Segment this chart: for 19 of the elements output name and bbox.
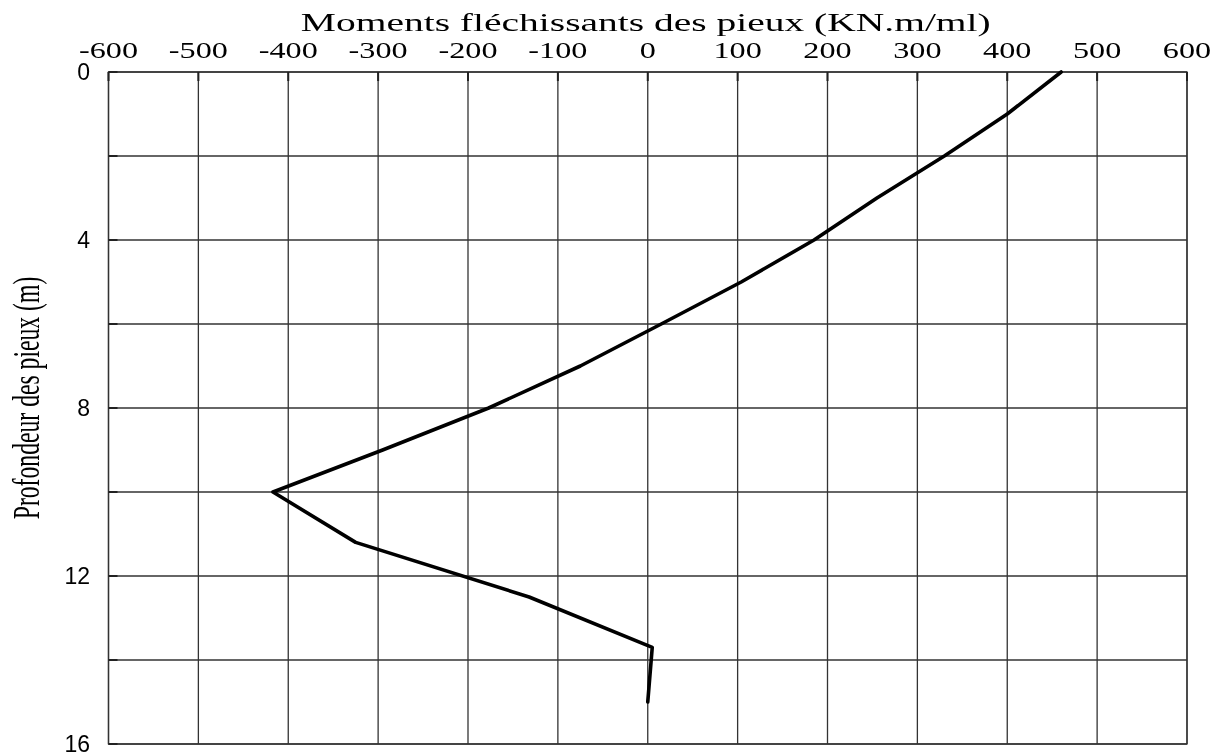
y-tick-label: 4	[77, 227, 91, 254]
y-tick-label: 8	[77, 395, 90, 422]
x-tick-label: 100	[713, 37, 762, 63]
x-tick-label: -300	[348, 37, 408, 63]
x-axis-title: Moments fléchissants des pieux (KN.m/ml)	[300, 9, 991, 38]
x-tick-label: 500	[1072, 37, 1122, 63]
x-tick-label: 200	[803, 37, 852, 63]
x-tick-label: 300	[893, 37, 942, 63]
x-tick-label: -100	[528, 37, 588, 63]
y-tick-label: 16	[64, 731, 90, 752]
y-axis-title: Profondeur des pieux (m)	[5, 276, 48, 520]
x-tick-label: 600	[1162, 37, 1212, 63]
x-tick-label: 0	[639, 37, 656, 63]
x-tick-label: -400	[258, 37, 318, 63]
x-tick-label: -500	[168, 37, 228, 63]
x-tick-label: 400	[983, 37, 1032, 63]
line-series	[271, 70, 1063, 704]
x-tick-label: -200	[438, 37, 498, 63]
y-tick-label: 12	[64, 563, 90, 590]
